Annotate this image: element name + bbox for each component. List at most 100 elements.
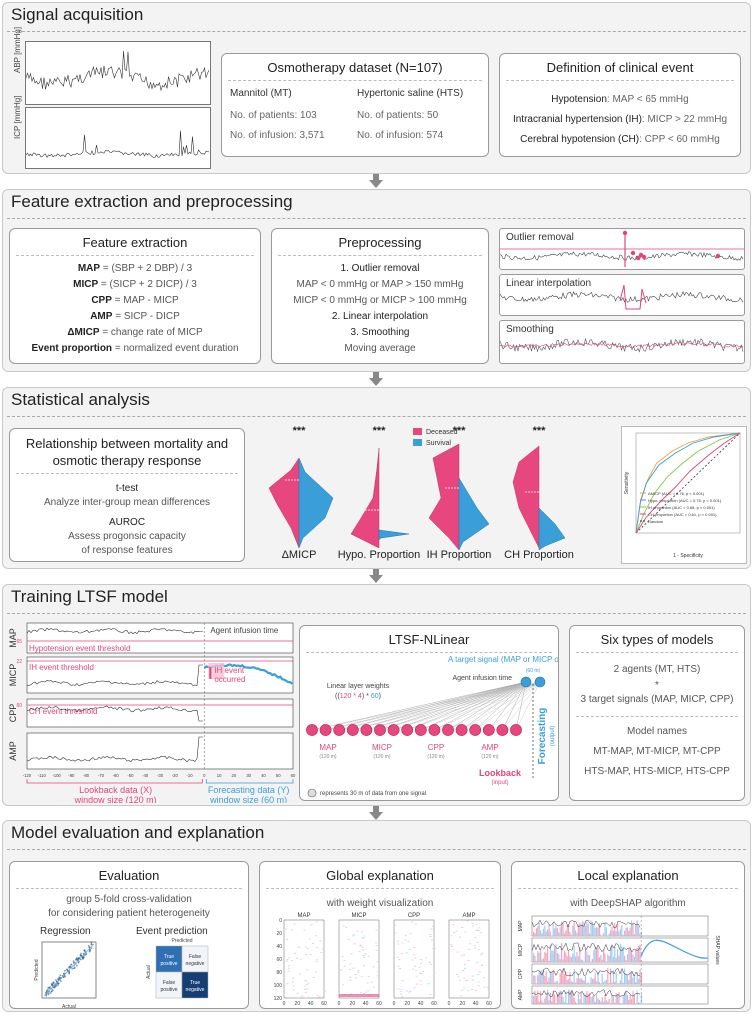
shap-bar [635, 982, 637, 984]
roc-curve [635, 432, 741, 534]
shap-bar [570, 992, 572, 1004]
heatmap-cell [453, 932, 456, 933]
output-node [534, 676, 546, 688]
roc-ylabel: Sensitivity [624, 471, 630, 494]
x-tick: -50 [127, 773, 134, 778]
x-tick: -110 [38, 773, 47, 778]
shap-bar [607, 954, 609, 962]
local-sub: with DeepSHAP algorithm [570, 898, 686, 909]
shap-bar [589, 955, 591, 962]
heatmap-cell [430, 928, 433, 930]
heatmap-cell [352, 967, 355, 969]
shap-bar [607, 1001, 609, 1004]
heatmap-cell [413, 946, 416, 948]
ih-threshold-label: IH event threshold [29, 663, 94, 672]
heatmap-cell [430, 963, 432, 965]
scatter-point [90, 947, 93, 950]
local-forecast-line [640, 939, 709, 959]
heatmap-cell [308, 938, 311, 940]
confusion-actual-label: Actual [146, 965, 152, 979]
heatmap-cell [355, 977, 358, 979]
shap-bar [575, 930, 577, 936]
node-legend: represents 30 m of data from one signal [320, 791, 426, 797]
heatmap-cell [427, 983, 430, 985]
weight-line [488, 681, 527, 731]
shap-bar [569, 932, 571, 936]
event-prediction-label: Event prediction [136, 926, 208, 937]
signal-acquisition-section: Signal acquisition ABP [mmHg] ICP [mmHg]… [2, 2, 751, 174]
shap-bar [552, 990, 554, 1004]
scatter-point [64, 975, 66, 978]
violin-label: IH Proportion [427, 549, 492, 561]
heatmap-cell [299, 973, 302, 975]
shap-bar [624, 968, 626, 984]
signal-ylabel: MICP [8, 664, 18, 687]
heatmap-cell [306, 984, 309, 986]
shap-bar [577, 973, 579, 984]
ttest-label: t-test [115, 483, 139, 494]
pp-title: Preprocessing [338, 235, 422, 250]
weight-line [475, 681, 527, 731]
shap-bar [558, 932, 560, 936]
x-tick: -30 [157, 773, 164, 778]
shap-bar [542, 968, 544, 984]
heatmap-cell [378, 965, 381, 967]
heatmap-cell [343, 960, 346, 962]
auroc-label: AUROC [108, 517, 146, 528]
heatmap-cell [457, 976, 460, 978]
heatmap-cell [429, 936, 432, 937]
shap-bar [580, 959, 582, 962]
heatmap-cell [345, 926, 348, 928]
roc-legend-label: CH proportion (AUC = 0.61, p < 0.001) [648, 512, 717, 517]
shap-bar [547, 989, 549, 1004]
shap-bar [577, 993, 579, 1004]
heatmap-cell [306, 948, 309, 950]
shap-bar [548, 960, 550, 962]
heatmap-cell [481, 964, 484, 966]
outlier-marker [641, 254, 647, 260]
heatmap-cell [310, 924, 313, 926]
shap-bar [565, 930, 567, 936]
confusion-cell-label-1: True [190, 980, 200, 986]
auroc-desc-1: Assess progonsic capacity [68, 531, 186, 542]
heatmap-cell [450, 944, 453, 946]
dataset-panel: Osmotherapy dataset (N=107) Mannitol (MT… [221, 53, 489, 157]
shap-bar [561, 972, 563, 984]
heatmap-cell [418, 966, 421, 968]
heatmap-cell [316, 994, 319, 996]
shap-bar [576, 932, 578, 936]
heatmap-cell [316, 921, 319, 923]
shap-bar [582, 960, 584, 962]
heatmap-cell [377, 971, 380, 973]
shap-bar [548, 1000, 550, 1004]
heatmap-cell [401, 980, 404, 981]
heatmap-cell [361, 937, 364, 939]
scatter-point [49, 992, 52, 994]
shap-bar [603, 982, 605, 984]
shap-bar [638, 945, 640, 962]
hts-heading: Hypertonic saline (HTS) [357, 88, 464, 99]
heatmap-cell [303, 980, 306, 982]
six-models-panel: Six types of models 2 agents (MT, HTS) *… [569, 625, 745, 801]
heatmap-cell [288, 957, 291, 959]
rel-title: Relationship between mortality and osmot… [25, 436, 229, 468]
heatmap-cell [429, 994, 432, 995]
heatmap-cell [375, 945, 378, 947]
heatmap-cell [293, 985, 296, 987]
input-node [455, 724, 468, 736]
roc-frame [635, 432, 741, 534]
legend-survival-swatch [413, 439, 422, 446]
local-title: Local explanation [577, 868, 679, 883]
shap-bar [610, 930, 612, 936]
local-row-label: AMP [518, 989, 524, 1001]
heatmap-title: MICP [352, 913, 367, 919]
shap-bar [625, 928, 627, 936]
shap-bar [548, 977, 550, 984]
shap-bar [551, 1001, 553, 1004]
agent-infusion-label: Agent infusion time [210, 626, 279, 635]
lookback-input-label: Lookback [479, 768, 522, 778]
shap-bar [601, 959, 603, 962]
weight-line [447, 681, 527, 731]
heatmap-cell [347, 938, 350, 940]
heatmap-cell [286, 959, 289, 961]
